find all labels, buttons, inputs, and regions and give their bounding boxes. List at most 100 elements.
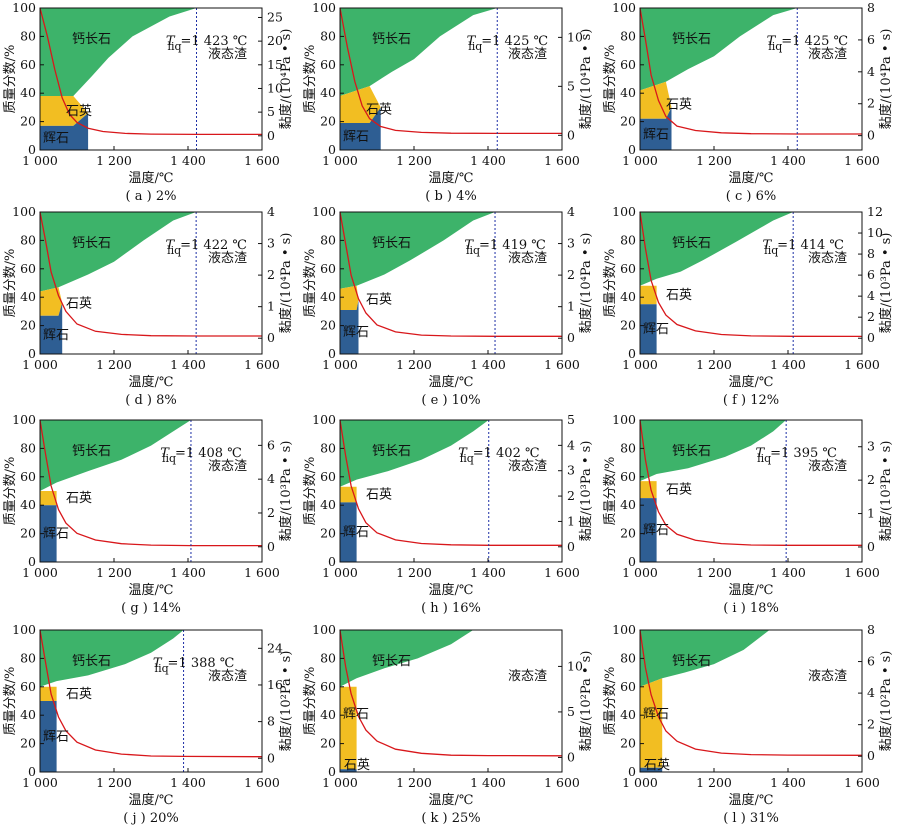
quartz-region <box>640 81 672 119</box>
tliq-subscript: liq <box>167 244 181 257</box>
y-tick-label: 100 <box>12 622 36 637</box>
y-right-tick-label: 0 <box>567 330 575 345</box>
x-tick-label: 1 200 <box>396 357 432 372</box>
panel-caption: ( c ) 6% <box>726 189 776 204</box>
anorthite-label: 钙长石 <box>672 32 711 47</box>
y-right-tick-label: 20 <box>267 33 283 48</box>
tliq-symbol: T <box>458 446 468 461</box>
y-right-tick-label: 1 <box>567 513 575 528</box>
quartz-region <box>340 86 381 123</box>
tliq-symbol: T <box>166 34 176 49</box>
x-tick-label: 1 000 <box>22 565 58 580</box>
pyroxene-region <box>40 701 57 772</box>
x-tick-label: 1 400 <box>770 775 806 790</box>
pyroxene-region <box>40 113 89 150</box>
y-right-tick-label: 8 <box>867 0 875 15</box>
x-tick-label: 1 400 <box>170 357 206 372</box>
viscosity-curve <box>639 419 862 546</box>
x-axis-label: 温度/℃ <box>729 792 774 808</box>
panel-11: 1 000 1 200 1 400 1 600 0 20 40 60 80 100 0 5 10 质量分数… <box>303 622 594 826</box>
y-tick-label: 80 <box>620 650 636 665</box>
y-tick-label: 100 <box>312 622 336 637</box>
liquid-slag-label: 液态渣 <box>808 669 847 684</box>
y-right-axis-label: 黏度/(10⁴Pa • s) <box>278 29 294 130</box>
tliq-subscript: liq <box>466 244 480 257</box>
x-tick-label: 1 200 <box>696 153 732 168</box>
x-tick-label: 1 400 <box>170 153 206 168</box>
liquid-slag-label: 液态渣 <box>808 251 847 266</box>
y-tick-label: 40 <box>320 289 336 304</box>
pyroxene-region <box>640 107 672 150</box>
y-right-axis-label: 黏度/(10³Pa • s) <box>878 233 894 334</box>
y-right-tick-label: 4 <box>567 204 575 219</box>
y-tick-label: 100 <box>12 0 36 15</box>
pyroxene-label: 辉石 <box>343 130 369 145</box>
y-right-tick-label: 10 <box>867 225 883 240</box>
x-tick-label: 1 000 <box>22 153 58 168</box>
panel-2: 1 000 1 200 1 400 1 600 0 20 40 60 80 100 0 5 10 质量分数… <box>303 0 594 204</box>
pyroxene-label: 辉石 <box>343 707 369 722</box>
tliq-subscript: liq <box>460 452 474 465</box>
y-tick-label: 100 <box>12 204 36 219</box>
anorthite-region <box>640 630 770 687</box>
y-right-tick-label: 25 <box>267 9 283 24</box>
plot-frame <box>339 7 563 151</box>
y-right-tick-label: 10 <box>267 80 283 95</box>
y-tick-label: 80 <box>20 28 36 43</box>
y-right-axis-label: 黏度/(10²Pa • s) <box>578 651 594 752</box>
quartz-label: 石英 <box>66 297 92 312</box>
y-tick-label: 80 <box>20 650 36 665</box>
y-right-tick-label: 0 <box>867 128 875 143</box>
x-tick-label: 1 600 <box>844 565 880 580</box>
y-right-tick-label: 2 <box>267 267 275 282</box>
x-axis-label: 温度/℃ <box>729 582 774 598</box>
y-right-tick-label: 5 <box>567 78 575 93</box>
quartz-label: 石英 <box>344 758 370 773</box>
panel-caption: ( f ) 12% <box>723 393 779 408</box>
plot-frame <box>639 211 863 355</box>
x-tick-label: 1 200 <box>696 775 732 790</box>
panel-caption: ( k ) 25% <box>421 811 480 826</box>
tliq-value: =1 425 ℃ <box>781 34 848 49</box>
y-tick-label: 80 <box>620 232 636 247</box>
y-tick-label: 100 <box>312 0 336 15</box>
tliq-subscript: liq <box>155 662 169 675</box>
y-right-tick-label: 2 <box>567 488 575 503</box>
pyroxene-region <box>40 302 63 354</box>
pyroxene-label: 辉石 <box>343 525 369 540</box>
x-axis-label: 温度/℃ <box>129 374 174 390</box>
x-tick-label: 1 000 <box>322 565 358 580</box>
x-axis-label: 温度/℃ <box>729 170 774 186</box>
x-tick-label: 1 400 <box>470 153 506 168</box>
y-tick-label: 60 <box>320 261 336 276</box>
y-tick-label: 60 <box>320 469 336 484</box>
y-right-tick-label: 0 <box>267 539 275 554</box>
tliq-value: =1 425 ℃ <box>481 34 548 49</box>
quartz-label: 石英 <box>666 288 692 303</box>
y-right-tick-label: 15 <box>267 57 283 72</box>
anorthite-label: 钙长石 <box>372 32 411 47</box>
x-tick-label: 1 600 <box>544 565 580 580</box>
x-tick-label: 1 200 <box>696 357 732 372</box>
tliq-symbol: T <box>160 446 170 461</box>
y-tick-label: 60 <box>620 261 636 276</box>
x-tick-label: 1 000 <box>622 775 658 790</box>
plot-frame <box>639 419 863 563</box>
tliq-subscript: liq <box>162 452 176 465</box>
y-right-tick-label: 8 <box>267 714 275 729</box>
pyroxene-label: 辉石 <box>43 328 69 343</box>
anorthite-region <box>40 630 184 687</box>
tliq-subscript: liq <box>764 244 778 257</box>
liquid-slag-label: 液态渣 <box>508 669 547 684</box>
y-tick-label: 0 <box>628 346 636 361</box>
y-right-tick-label: 4 <box>267 204 275 219</box>
tliq-subscript: liq <box>468 40 482 53</box>
y-tick-label: 40 <box>320 85 336 100</box>
y-right-tick-label: 6 <box>267 437 275 452</box>
y-axis-label: 质量分数/% <box>603 667 618 736</box>
panel-10: 1 000 1 200 1 400 1 600 0 20 40 60 80 100 0 8 16 24 质量… <box>3 622 294 826</box>
y-right-tick-label: 0 <box>267 330 275 345</box>
viscosity-curve <box>639 7 862 135</box>
y-axis-label: 质量分数/% <box>3 457 18 526</box>
x-axis-label: 温度/℃ <box>429 792 474 808</box>
